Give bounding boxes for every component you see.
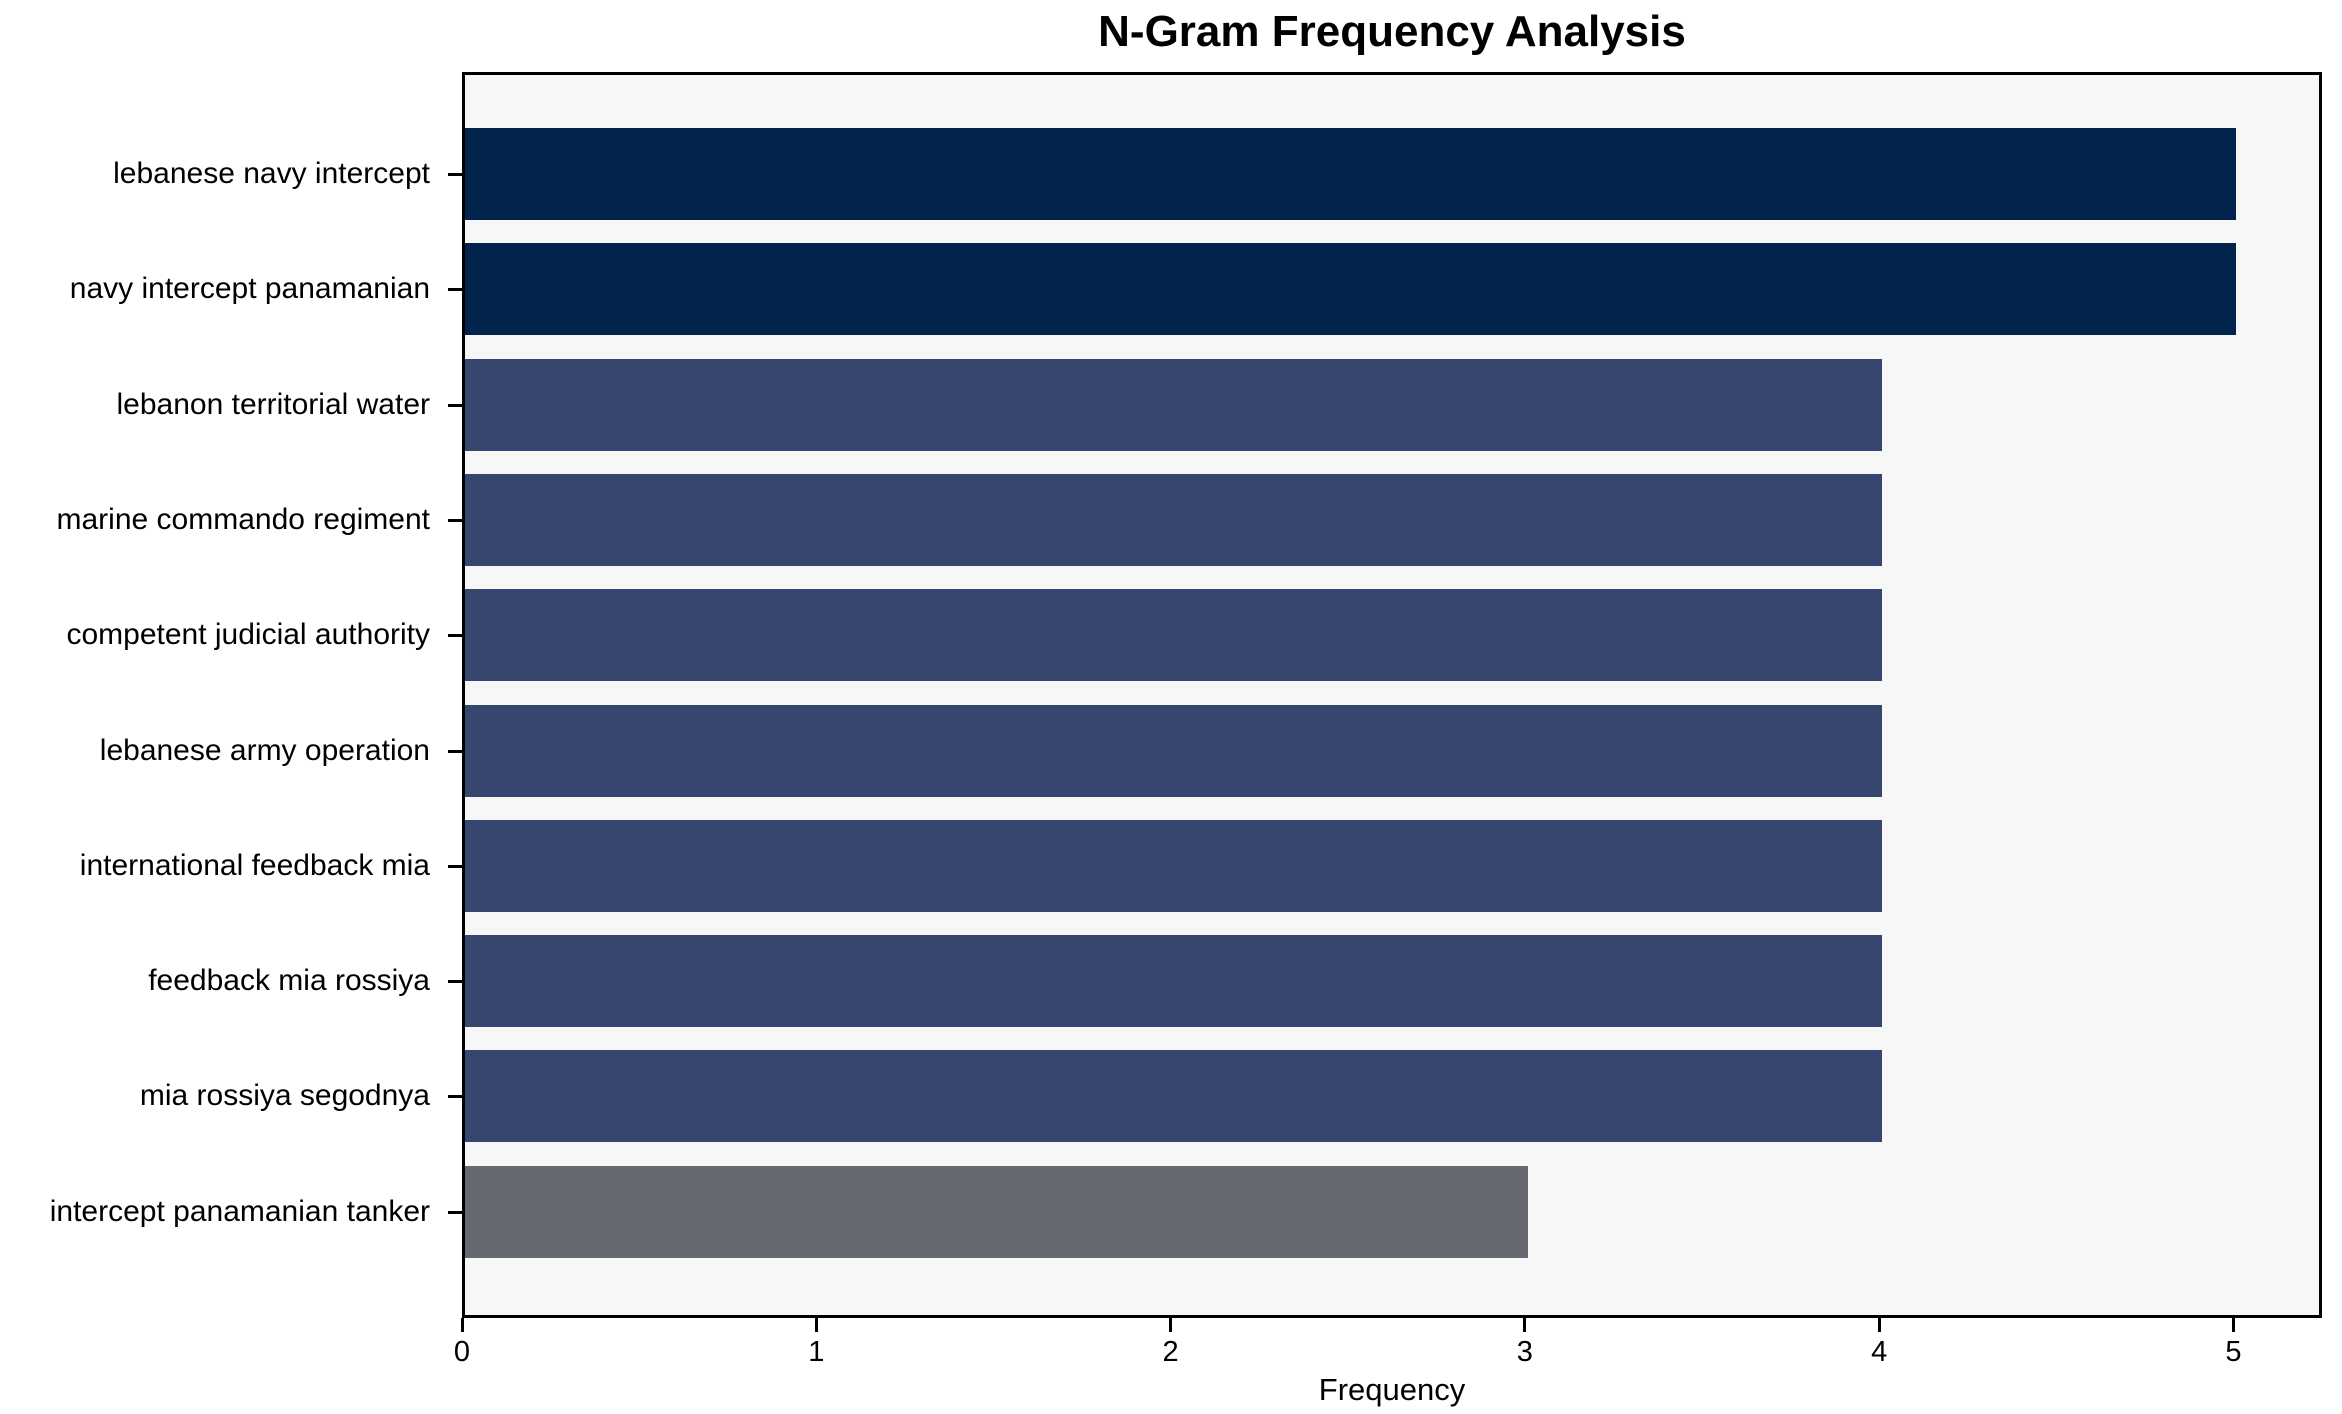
y-tick-mark <box>448 173 462 176</box>
y-tick-mark <box>448 749 462 753</box>
y-tick-label: mia rossiya segodnya <box>139 1079 430 1113</box>
x-tick-mark <box>460 1318 464 1332</box>
y-tick-mark <box>448 1210 462 1214</box>
x-tick-mark <box>1877 1318 1881 1332</box>
y-tick-label: marine commando regiment <box>56 502 431 536</box>
x-axis-label: Frequency <box>1318 1372 1466 1407</box>
bar <box>465 243 2237 336</box>
bar <box>465 1050 1883 1143</box>
bar <box>465 819 1883 912</box>
bar <box>465 358 1883 451</box>
y-tick-label: international feedback mia <box>79 848 430 882</box>
y-tick-mark <box>448 1095 462 1099</box>
y-tick-label: intercept panamanian tanker <box>49 1194 430 1228</box>
bar <box>465 473 1883 566</box>
y-tick-label: lebanese army operation <box>99 733 430 767</box>
plot-area <box>462 72 2322 1318</box>
x-tick-mark <box>814 1318 818 1332</box>
x-tick-label: 4 <box>1871 1336 1888 1368</box>
x-tick-label: 3 <box>1516 1336 1533 1368</box>
bar <box>465 935 1883 1028</box>
x-tick-mark <box>2231 1318 2235 1332</box>
x-tick-label: 2 <box>1162 1336 1179 1368</box>
bar <box>465 128 2237 220</box>
x-tick-label: 1 <box>808 1336 825 1368</box>
x-tick-mark <box>1169 1318 1173 1332</box>
y-tick-mark <box>448 403 462 407</box>
y-tick-label: feedback mia rossiya <box>148 964 430 998</box>
bar <box>465 1165 1528 1258</box>
y-tick-mark <box>448 634 462 638</box>
chart-title: N-Gram Frequency Analysis <box>1098 7 1686 56</box>
y-tick-label: lebanon territorial water <box>116 387 431 421</box>
y-tick-mark <box>448 980 462 984</box>
y-tick-mark <box>448 518 462 522</box>
y-tick-mark <box>448 288 462 292</box>
x-tick-mark <box>1523 1318 1527 1332</box>
bar <box>465 589 1883 682</box>
y-tick-mark <box>448 864 462 868</box>
x-tick-label: 5 <box>2225 1336 2242 1368</box>
y-tick-label: lebanese navy intercept <box>113 157 430 190</box>
y-tick-label: navy intercept panamanian <box>69 272 430 306</box>
y-tick-label: competent judicial authority <box>66 618 430 652</box>
bar <box>465 704 1883 797</box>
x-tick-label: 0 <box>453 1336 471 1368</box>
